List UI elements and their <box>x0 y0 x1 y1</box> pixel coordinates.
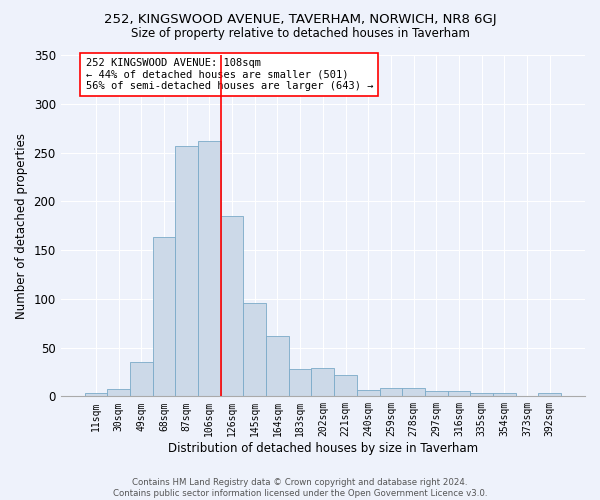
Bar <box>402 388 425 396</box>
Bar <box>221 216 244 396</box>
Bar <box>85 394 107 396</box>
Bar <box>289 369 311 396</box>
Bar <box>357 390 380 396</box>
Text: Size of property relative to detached houses in Taverham: Size of property relative to detached ho… <box>131 28 469 40</box>
Text: 252, KINGSWOOD AVENUE, TAVERHAM, NORWICH, NR8 6GJ: 252, KINGSWOOD AVENUE, TAVERHAM, NORWICH… <box>104 12 496 26</box>
Y-axis label: Number of detached properties: Number of detached properties <box>15 132 28 318</box>
Bar <box>425 392 448 396</box>
Text: Contains HM Land Registry data © Crown copyright and database right 2024.
Contai: Contains HM Land Registry data © Crown c… <box>113 478 487 498</box>
Bar <box>198 141 221 397</box>
X-axis label: Distribution of detached houses by size in Taverham: Distribution of detached houses by size … <box>168 442 478 455</box>
Bar <box>334 375 357 396</box>
Bar <box>152 238 175 396</box>
Bar <box>380 388 402 396</box>
Bar <box>311 368 334 396</box>
Bar <box>130 362 152 396</box>
Bar <box>493 394 516 396</box>
Text: 252 KINGSWOOD AVENUE: 108sqm
← 44% of detached houses are smaller (501)
56% of s: 252 KINGSWOOD AVENUE: 108sqm ← 44% of de… <box>86 58 373 91</box>
Bar <box>107 388 130 396</box>
Bar <box>244 302 266 396</box>
Bar <box>175 146 198 396</box>
Bar <box>266 336 289 396</box>
Bar <box>470 394 493 396</box>
Bar <box>538 394 561 396</box>
Bar <box>448 392 470 396</box>
